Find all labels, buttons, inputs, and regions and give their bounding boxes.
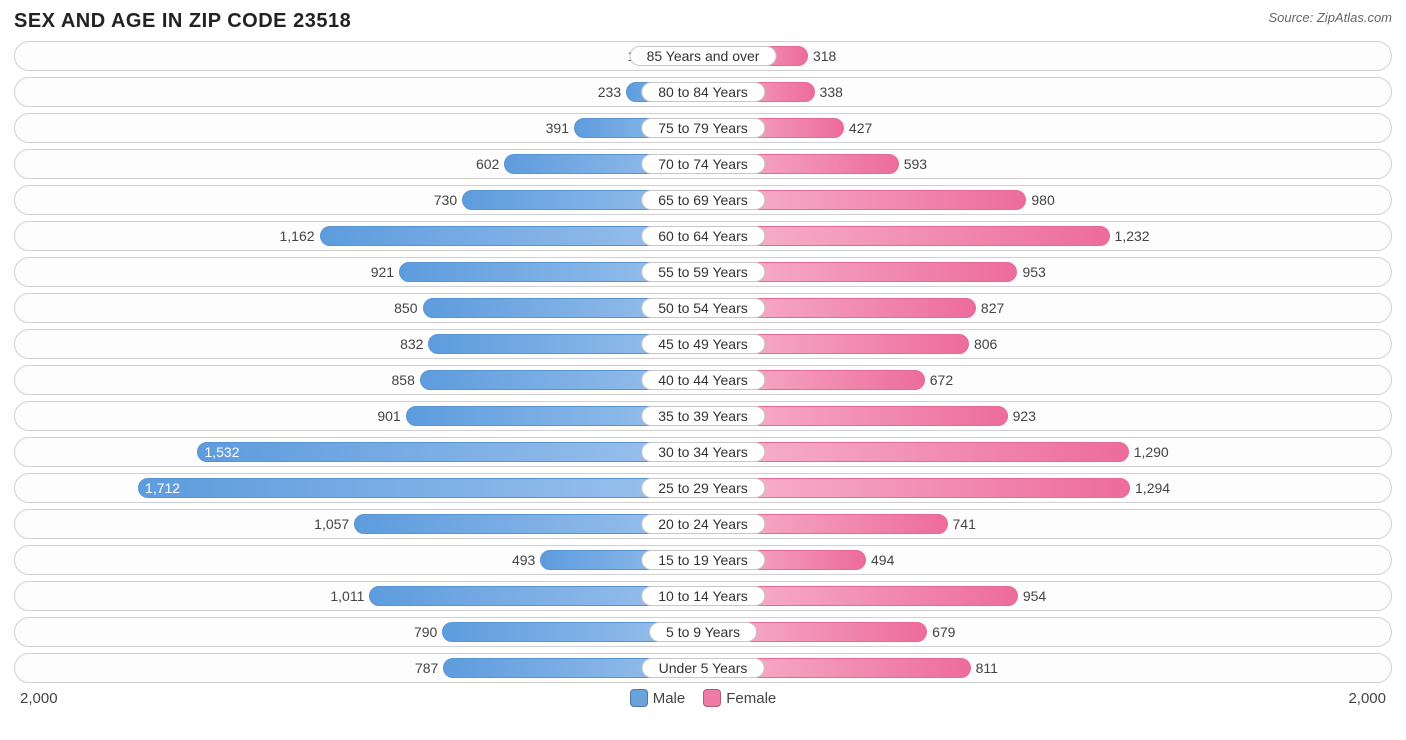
male-value: 493 bbox=[512, 552, 535, 568]
male-value: 1,057 bbox=[314, 516, 349, 532]
male-value: 602 bbox=[476, 156, 499, 172]
female-value: 593 bbox=[904, 156, 927, 172]
female-value: 1,294 bbox=[1135, 480, 1170, 496]
axis-label-left: 2,000 bbox=[20, 690, 58, 707]
male-value: 1,162 bbox=[280, 228, 315, 244]
male-value: 1,011 bbox=[330, 588, 364, 604]
female-bar: 1,290 bbox=[703, 442, 1129, 462]
pyramid-row: 1,162 1,232 60 to 64 Years bbox=[14, 221, 1392, 251]
pyramid-row: 493 494 15 to 19 Years bbox=[14, 545, 1392, 575]
age-category-label: 60 to 64 Years bbox=[641, 226, 765, 246]
pyramid-row: 602 593 70 to 74 Years bbox=[14, 149, 1392, 179]
pyramid-row: 391 427 75 to 79 Years bbox=[14, 113, 1392, 143]
male-value: 1,712 bbox=[145, 480, 180, 496]
chart-header: SEX AND AGE IN ZIP CODE 23518 Source: Zi… bbox=[14, 10, 1392, 33]
female-swatch bbox=[703, 689, 721, 707]
population-pyramid-chart: 14331885 Years and over23333880 to 84 Ye… bbox=[14, 41, 1392, 683]
male-bar: 1,712 bbox=[138, 478, 703, 498]
male-value: 832 bbox=[400, 336, 423, 352]
pyramid-row: 790 679 5 to 9 Years bbox=[14, 617, 1392, 647]
age-category-label: 20 to 24 Years bbox=[641, 514, 765, 534]
legend-male-label: Male bbox=[653, 690, 686, 707]
age-category-label: 80 to 84 Years bbox=[641, 82, 765, 102]
age-category-label: 75 to 79 Years bbox=[641, 118, 765, 138]
chart-footer: 2,000 Male Female 2,000 bbox=[14, 689, 1392, 707]
legend-female-label: Female bbox=[726, 690, 776, 707]
female-value: 338 bbox=[820, 84, 843, 100]
female-value: 811 bbox=[976, 660, 998, 676]
pyramid-row: 832 806 45 to 49 Years bbox=[14, 329, 1392, 359]
female-value: 1,232 bbox=[1115, 228, 1150, 244]
female-value: 318 bbox=[813, 48, 836, 64]
age-category-label: 45 to 49 Years bbox=[641, 334, 765, 354]
pyramid-row: 858 672 40 to 44 Years bbox=[14, 365, 1392, 395]
male-value: 391 bbox=[546, 120, 569, 136]
age-category-label: 30 to 34 Years bbox=[641, 442, 765, 462]
age-category-label: 65 to 69 Years bbox=[641, 190, 765, 210]
pyramid-row: 1,057 741 20 to 24 Years bbox=[14, 509, 1392, 539]
pyramid-row: 14331885 Years and over bbox=[14, 41, 1392, 71]
age-category-label: 55 to 59 Years bbox=[641, 262, 765, 282]
pyramid-row: 1,7121,29425 to 29 Years bbox=[14, 473, 1392, 503]
female-bar: 1,294 bbox=[703, 478, 1130, 498]
male-bar: 1,532 bbox=[197, 442, 703, 462]
age-category-label: Under 5 Years bbox=[642, 658, 765, 678]
axis-label-right: 2,000 bbox=[1348, 690, 1386, 707]
male-value: 730 bbox=[434, 192, 457, 208]
chart-title: SEX AND AGE IN ZIP CODE 23518 bbox=[14, 10, 351, 33]
female-value: 827 bbox=[981, 300, 1004, 316]
male-value: 1,532 bbox=[204, 444, 239, 460]
pyramid-row: 901 923 35 to 39 Years bbox=[14, 401, 1392, 431]
age-category-label: 5 to 9 Years bbox=[649, 622, 757, 642]
male-value: 921 bbox=[371, 264, 394, 280]
pyramid-row: 1,5321,29030 to 34 Years bbox=[14, 437, 1392, 467]
legend-item-female: Female bbox=[703, 689, 776, 707]
female-value: 980 bbox=[1031, 192, 1054, 208]
male-value: 850 bbox=[394, 300, 417, 316]
male-value: 233 bbox=[598, 84, 621, 100]
female-value: 427 bbox=[849, 120, 872, 136]
female-value: 953 bbox=[1022, 264, 1045, 280]
age-category-label: 70 to 74 Years bbox=[641, 154, 765, 174]
age-category-label: 15 to 19 Years bbox=[641, 550, 765, 570]
age-category-label: 85 Years and over bbox=[630, 46, 777, 66]
pyramid-row: 921 953 55 to 59 Years bbox=[14, 257, 1392, 287]
female-value: 923 bbox=[1013, 408, 1036, 424]
legend: Male Female bbox=[630, 689, 777, 707]
female-value: 672 bbox=[930, 372, 953, 388]
pyramid-row: 730 980 65 to 69 Years bbox=[14, 185, 1392, 215]
female-value: 741 bbox=[953, 516, 976, 532]
age-category-label: 40 to 44 Years bbox=[641, 370, 765, 390]
male-value: 858 bbox=[392, 372, 415, 388]
female-value: 954 bbox=[1023, 588, 1046, 604]
female-value: 806 bbox=[974, 336, 997, 352]
male-value: 901 bbox=[377, 408, 400, 424]
pyramid-row: 850 827 50 to 54 Years bbox=[14, 293, 1392, 323]
pyramid-row: 1,011 954 10 to 14 Years bbox=[14, 581, 1392, 611]
age-category-label: 50 to 54 Years bbox=[641, 298, 765, 318]
legend-item-male: Male bbox=[630, 689, 686, 707]
male-swatch bbox=[630, 689, 648, 707]
age-category-label: 25 to 29 Years bbox=[641, 478, 765, 498]
female-value: 494 bbox=[871, 552, 894, 568]
male-value: 787 bbox=[415, 660, 438, 676]
pyramid-row: 787 811 Under 5 Years bbox=[14, 653, 1392, 683]
age-category-label: 35 to 39 Years bbox=[641, 406, 765, 426]
male-value: 790 bbox=[414, 624, 437, 640]
pyramid-row: 233 338 80 to 84 Years bbox=[14, 77, 1392, 107]
age-category-label: 10 to 14 Years bbox=[641, 586, 765, 606]
chart-source: Source: ZipAtlas.com bbox=[1268, 10, 1392, 25]
female-value: 1,290 bbox=[1134, 444, 1169, 460]
female-value: 679 bbox=[932, 624, 955, 640]
